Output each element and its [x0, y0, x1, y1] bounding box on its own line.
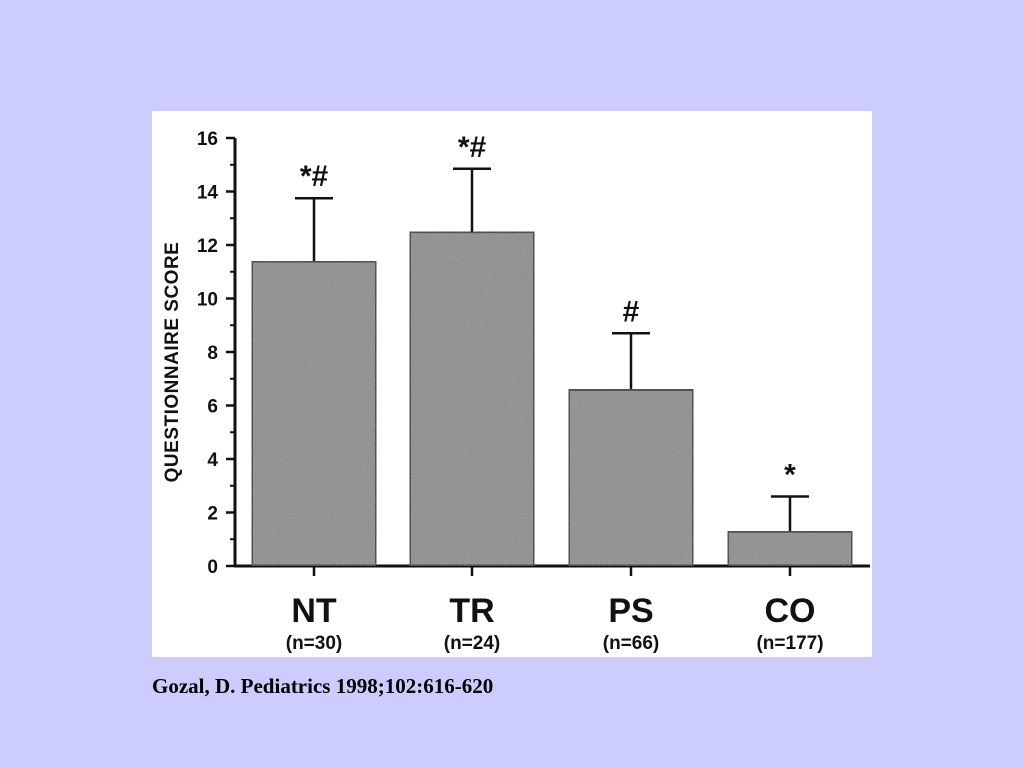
bar-nt — [250, 259, 378, 568]
y-tick-label: 12 — [197, 236, 218, 257]
bar-co — [726, 529, 854, 568]
category-label: NT — [291, 592, 337, 630]
group-size-label: (n=30) — [286, 633, 343, 654]
y-tick-label: 0 — [207, 557, 218, 578]
category-label: PS — [608, 592, 653, 630]
y-tick-label: 16 — [197, 129, 218, 150]
y-tick-label: 6 — [207, 397, 218, 418]
bar-tr — [408, 230, 536, 568]
y-tick-label: 4 — [207, 450, 218, 471]
y-tick-label: 10 — [197, 290, 218, 311]
significance-label: *# — [300, 160, 329, 193]
significance-label: # — [623, 295, 640, 328]
chart-panel: 0 2 4 6 8 10 12 14 16 QUESTIONNAIRE SCORE *# NT (n=3… — [152, 111, 872, 657]
bars — [250, 167, 854, 568]
y-tick-label: 8 — [207, 343, 218, 364]
category-label: CO — [765, 592, 816, 630]
category-label: TR — [449, 592, 494, 630]
group-size-label: (n=66) — [603, 633, 660, 654]
group-size-label: (n=24) — [444, 633, 501, 654]
significance-label: * — [784, 458, 796, 491]
y-tick-label: 14 — [197, 183, 219, 204]
citation: Gozal, D. Pediatrics 1998;102:616-620 — [152, 674, 494, 698]
bar-ps — [567, 387, 695, 568]
y-tick-label: 2 — [207, 504, 218, 525]
significance-label: *# — [458, 131, 487, 164]
y-axis-label: QUESTIONNAIRE SCORE — [162, 242, 183, 483]
group-size-label: (n=177) — [756, 633, 823, 654]
